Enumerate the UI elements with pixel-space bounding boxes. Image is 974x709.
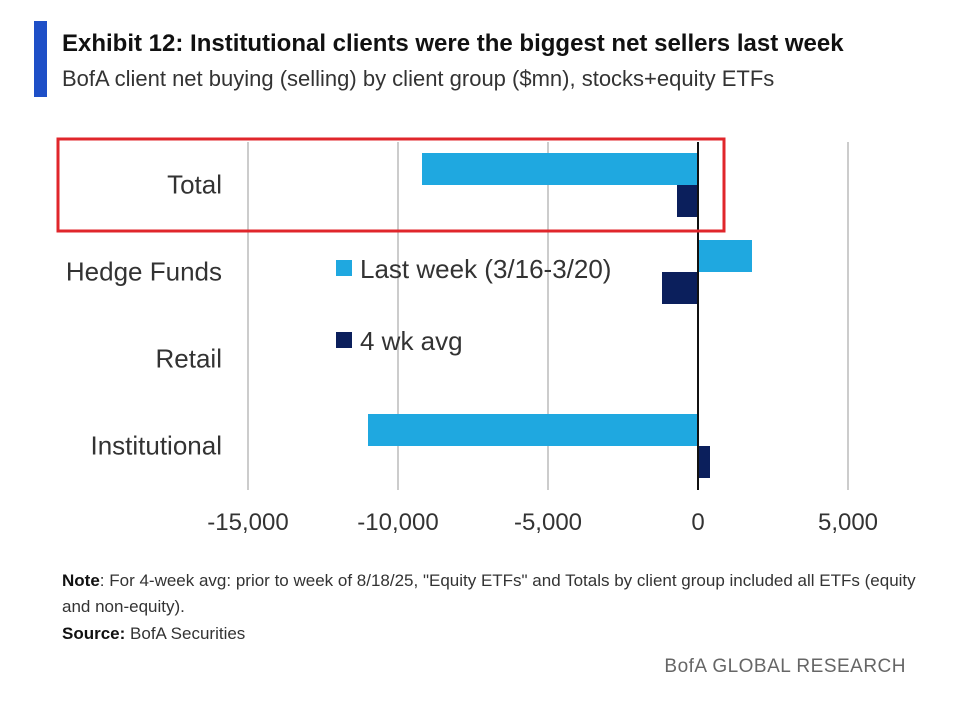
- x-tick-label: -15,000: [207, 509, 288, 536]
- category-label-hedge-funds: Hedge Funds: [66, 257, 222, 287]
- accent-bar: [34, 21, 47, 97]
- x-tick-label: -10,000: [357, 509, 438, 536]
- x-tick-label: 5,000: [818, 509, 878, 536]
- bar-chart: Total Hedge Funds Retail Institutional -15,…: [56, 137, 878, 536]
- bars: [368, 142, 752, 490]
- note-label: Note: [62, 571, 100, 590]
- source-line: Source: BofA Securities: [62, 624, 245, 644]
- x-tick-label: 0: [691, 509, 704, 536]
- highlight-box: [56, 137, 726, 233]
- x-axis-tick-labels: -15,000 -10,000 -5,000 0 5,000: [207, 509, 878, 536]
- chart-title: Exhibit 12: Institutional clients were t…: [62, 30, 844, 57]
- source-label: Source:: [62, 624, 126, 643]
- category-label-retail: Retail: [156, 344, 222, 374]
- gridlines: [247, 142, 849, 490]
- legend-label-4wk-avg: 4 wk avg: [360, 326, 463, 356]
- chart-subtitle: BofA client net buying (selling) by clie…: [62, 66, 775, 91]
- bar-institutional-4wk-avg: [698, 446, 710, 478]
- bar-total-last-week: [422, 153, 698, 185]
- bar-total-4wk-avg: [677, 185, 698, 217]
- legend: Last week (3/16-3/20) 4 wk avg: [336, 254, 611, 356]
- source-text: BofA Securities: [125, 624, 246, 643]
- legend-swatch-last-week: [336, 260, 352, 276]
- bar-hedge-funds-4wk-avg: [662, 272, 698, 304]
- brand-label: BofA GLOBAL RESEARCH: [664, 656, 906, 677]
- category-labels: Total Hedge Funds Retail Institutional: [66, 170, 222, 461]
- note-text: : For 4-week avg: prior to week of 8/18/…: [62, 571, 916, 616]
- bar-hedge-funds-last-week: [698, 240, 752, 272]
- category-label-institutional: Institutional: [90, 431, 222, 461]
- footnote: Note: For 4-week avg: prior to week of 8…: [62, 568, 922, 620]
- bar-institutional-last-week: [368, 414, 698, 446]
- x-tick-label: -5,000: [514, 509, 582, 536]
- category-label-total: Total: [167, 170, 222, 200]
- legend-swatch-4wk-avg: [336, 332, 352, 348]
- legend-label-last-week: Last week (3/16-3/20): [360, 254, 611, 284]
